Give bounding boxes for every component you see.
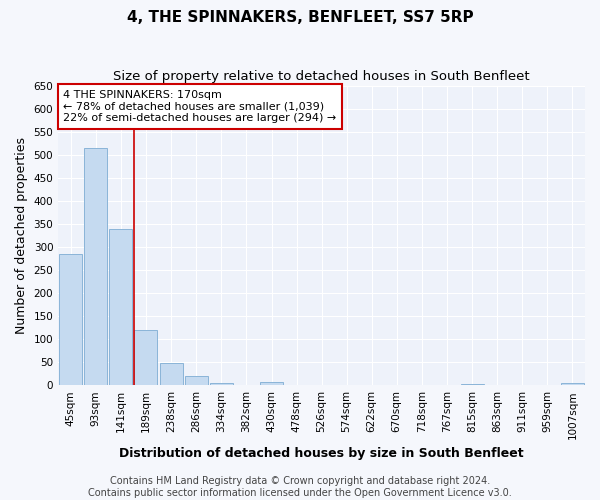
Bar [210,383,233,386]
Bar [109,228,132,386]
Bar [160,363,183,386]
Bar [461,384,484,386]
Bar [134,330,157,386]
Bar [84,148,107,386]
Text: 4 THE SPINNAKERS: 170sqm
← 78% of detached houses are smaller (1,039)
22% of sem: 4 THE SPINNAKERS: 170sqm ← 78% of detach… [64,90,337,124]
Text: 4, THE SPINNAKERS, BENFLEET, SS7 5RP: 4, THE SPINNAKERS, BENFLEET, SS7 5RP [127,10,473,25]
Text: Contains HM Land Registry data © Crown copyright and database right 2024.
Contai: Contains HM Land Registry data © Crown c… [88,476,512,498]
Bar [185,376,208,386]
Title: Size of property relative to detached houses in South Benfleet: Size of property relative to detached ho… [113,70,530,83]
Bar [59,254,82,386]
Bar [260,382,283,386]
Y-axis label: Number of detached properties: Number of detached properties [15,137,28,334]
X-axis label: Distribution of detached houses by size in South Benfleet: Distribution of detached houses by size … [119,447,524,460]
Bar [561,383,584,386]
